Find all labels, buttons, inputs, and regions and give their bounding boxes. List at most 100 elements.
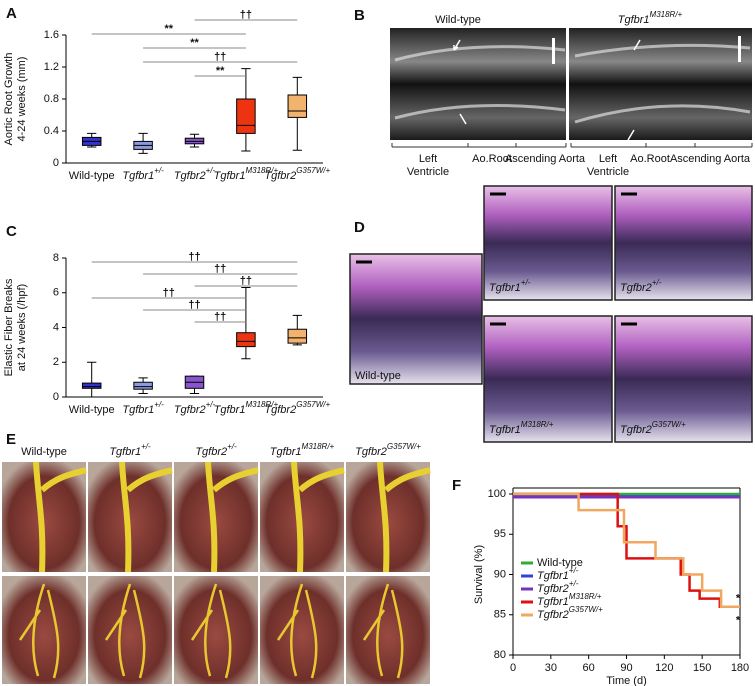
box: [287, 94, 308, 118]
significance-label: ††: [240, 275, 252, 287]
significance-label: **: [165, 23, 174, 35]
x-tick-label: Tgfbr1M318R/+: [214, 166, 279, 182]
photo: [2, 576, 86, 684]
y-axis-label: Aortic Root Growth: [3, 53, 15, 146]
y-tick-label: 85: [494, 609, 506, 621]
vessel: [377, 461, 431, 573]
region-label: Ascending Aorta: [505, 153, 586, 165]
box: [236, 332, 256, 348]
x-tick-label: Wild-type: [69, 170, 115, 182]
x-tick-label: 90: [620, 662, 632, 674]
significance-label: ††: [188, 251, 200, 263]
vessel: [276, 583, 318, 679]
significance-label: *: [736, 593, 741, 605]
panel-letter: F: [452, 477, 461, 494]
histology-image: [483, 315, 613, 443]
y-axis-label: Survival (%): [473, 545, 485, 604]
x-tick-label: 120: [655, 662, 673, 674]
photo: [260, 576, 344, 684]
scale-bar: [552, 38, 555, 64]
box: [81, 382, 102, 389]
y-tick-label: 1.6: [44, 29, 59, 41]
y-tick-label: 100: [488, 488, 506, 500]
histology-label: Wild-type: [355, 370, 401, 382]
photo-title: Tgfbr2+/-: [195, 442, 237, 458]
x-tick-label: Tgfbr2G357W/+: [264, 166, 330, 182]
histology-label: Tgfbr2G357W/+: [620, 420, 686, 436]
y-tick-label: 6: [53, 287, 59, 299]
legend-label: Wild-type: [537, 557, 583, 569]
significance-label: ††: [163, 287, 175, 299]
legend-label: Tgfbr1+/-: [537, 566, 579, 582]
x-tick-label: Tgfbr1+/-: [122, 400, 164, 416]
echo-panel: Wild-type Tgfbr1M318R/+ Left Ventricle A…: [390, 10, 753, 178]
significance-label: *: [736, 615, 741, 627]
photo-title: Tgfbr2G357W/+: [355, 442, 421, 458]
y-tick-label: 0.8: [44, 93, 59, 105]
photo-title: Wild-type: [21, 446, 67, 458]
y-axis-label: 4-24 weeks (mm): [16, 57, 28, 142]
panel-letter: C: [6, 223, 17, 240]
region-label: Ventricle: [587, 166, 629, 178]
histology-label: Tgfbr2+/-: [620, 278, 662, 294]
vessel: [190, 583, 232, 679]
y-tick-label: 90: [494, 568, 506, 580]
box: [236, 98, 256, 134]
x-tick-label: Tgfbr2+/-: [174, 166, 216, 182]
y-axis-label: Elastic Fiber Breaks: [3, 278, 15, 376]
region-divider: [391, 143, 753, 148]
arrow: [453, 39, 641, 141]
x-tick-label: Tgfbr1+/-: [122, 166, 164, 182]
legend-label: Tgfbr2G357W/+: [537, 605, 603, 621]
y-tick-label: 95: [494, 528, 506, 540]
region-label: Ascending Aorta: [670, 153, 751, 165]
box: [133, 381, 153, 390]
x-tick-label: Tgfbr2+/-: [174, 400, 216, 416]
x-tick-label: Tgfbr2G357W/+: [264, 400, 330, 416]
region-label: Left: [419, 153, 437, 165]
significance-label: ††: [188, 299, 200, 311]
significance-label: ††: [214, 51, 226, 63]
echo-title: Wild-type: [435, 14, 481, 26]
echo-image: [390, 28, 566, 140]
histology-label: Tgfbr1+/-: [489, 278, 531, 294]
x-tick-label: Tgfbr1M318R/+: [214, 400, 279, 416]
panel-letter: E: [6, 431, 16, 448]
photo: [88, 576, 172, 684]
vessel: [18, 583, 60, 679]
y-tick-label: 2: [53, 356, 59, 368]
y-tick-label: 4: [53, 321, 59, 333]
x-tick-label: 0: [510, 662, 516, 674]
vessel: [291, 461, 345, 573]
region-label: Ao.Root: [630, 153, 670, 165]
x-tick-label: Wild-type: [69, 404, 115, 416]
panel-letter: D: [354, 219, 365, 236]
y-tick-label: 0: [53, 157, 59, 169]
x-tick-label: 60: [583, 662, 595, 674]
region-label: Ao.Root: [472, 153, 512, 165]
region-label: Left: [599, 153, 617, 165]
vessel: [119, 461, 173, 573]
significance-label: **: [216, 65, 225, 77]
whisker: [87, 361, 97, 398]
histology-image: [614, 185, 753, 301]
region-label: Ventricle: [407, 166, 449, 178]
histology-image: [483, 185, 613, 301]
vessel: [205, 461, 259, 573]
significance-label: ††: [214, 263, 226, 275]
significance-label: ††: [214, 311, 226, 323]
photo: [346, 576, 430, 684]
histology-label: Tgfbr1M318R/+: [489, 420, 554, 436]
x-tick-label: 30: [545, 662, 557, 674]
significance-label: ††: [240, 9, 252, 21]
legend-label: Tgfbr1M318R/+: [537, 592, 602, 608]
photo: [174, 576, 258, 684]
echo-title: Tgfbr1M318R/+: [618, 10, 683, 26]
y-tick-label: 0.4: [44, 125, 59, 137]
y-tick-label: 80: [494, 649, 506, 661]
significance-label: **: [190, 37, 199, 49]
panel-letter: B: [354, 7, 365, 24]
x-axis-label: Time (d): [606, 675, 647, 686]
y-tick-label: 1.2: [44, 61, 59, 73]
